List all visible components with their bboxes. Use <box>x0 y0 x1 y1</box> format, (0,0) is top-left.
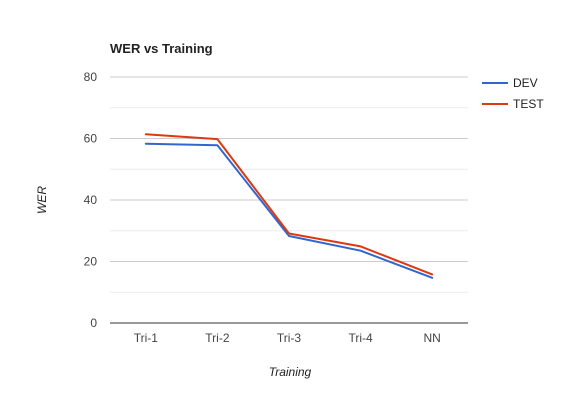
x-tick-label: Tri-3 <box>277 331 302 345</box>
x-axis-title: Training <box>269 365 312 379</box>
y-tick-label: 60 <box>84 132 98 146</box>
series-line-test <box>144 133 434 276</box>
legend[interactable]: DEV TEST <box>482 76 544 111</box>
x-tick-label: Tri-4 <box>348 331 373 345</box>
y-tick-label: 0 <box>90 316 97 330</box>
x-tick-label: Tri-2 <box>205 331 230 345</box>
axes: 0 20 40 60 80 Tri-1 Tri-2 Tri-3 Tri-4 NN <box>84 70 468 345</box>
y-tick-label: 80 <box>84 70 98 84</box>
legend-label: DEV <box>513 76 538 90</box>
y-tick-label: 40 <box>84 193 98 207</box>
series-line-dev <box>144 142 434 279</box>
y-tick-label: 20 <box>84 255 98 269</box>
y-axis-title: WER <box>35 186 49 214</box>
x-tick-label: NN <box>424 331 441 345</box>
gridlines <box>110 76 468 293</box>
legend-item-test[interactable]: TEST <box>482 97 544 111</box>
chart-title: WER vs Training <box>110 41 213 56</box>
series-lines <box>144 133 434 279</box>
legend-item-dev[interactable]: DEV <box>482 76 538 90</box>
legend-label: TEST <box>513 97 544 111</box>
x-tick-label: Tri-1 <box>134 331 159 345</box>
